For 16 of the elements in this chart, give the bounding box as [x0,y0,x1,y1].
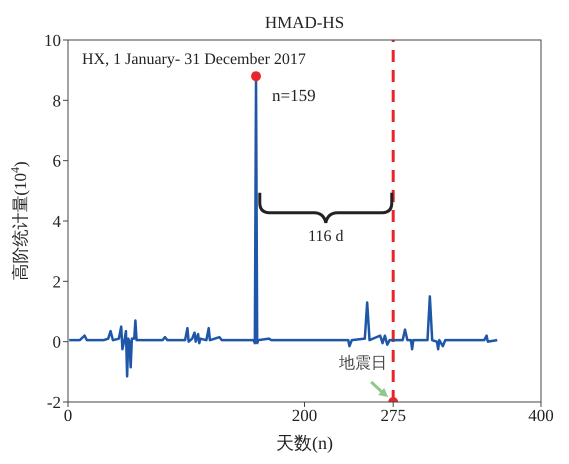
x-tick-label: 400 [528,406,554,426]
y-tick-label: 4 [52,212,62,232]
y-tick-label: 8 [52,91,61,110]
annotation: 116 d [308,228,344,245]
annotation: n=159 [272,86,316,106]
chart-title: HMAD-HS [264,13,344,32]
x-tick-label: 200 [292,406,318,426]
y-tick-label: 10 [44,31,61,50]
y-tick-label: -2 [46,393,61,412]
x-tick-label: 275 [380,406,406,426]
ref-line-label: 地震日 [338,353,388,372]
x-axis-title: 天数(n) [276,432,333,453]
y-tick-label: 2 [52,272,61,292]
annotation: HX, 1 January- 31 December 2017 [82,51,306,68]
y-tick-label: 0 [52,332,61,352]
y-tick-label: 6 [52,152,61,171]
